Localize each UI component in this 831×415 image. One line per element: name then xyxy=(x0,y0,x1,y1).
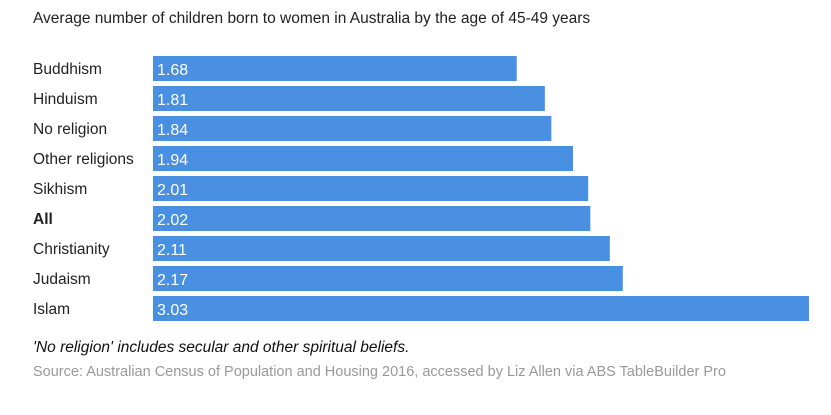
value-label: 2.01 xyxy=(157,182,188,199)
value-label: 1.68 xyxy=(157,62,188,79)
value-label: 3.03 xyxy=(157,302,188,319)
chart-title: Average number of children born to women… xyxy=(33,10,591,27)
category-label: Judaism xyxy=(33,271,91,288)
category-label: Islam xyxy=(33,301,70,318)
category-label: Sikhism xyxy=(33,181,87,198)
bar xyxy=(153,206,591,231)
chart-note: 'No religion' includes secular and other… xyxy=(33,339,410,356)
category-label: Christianity xyxy=(33,241,110,258)
value-label: 1.84 xyxy=(157,122,188,139)
category-label: Hinduism xyxy=(33,91,98,108)
value-label: 2.02 xyxy=(157,212,188,229)
bar xyxy=(153,266,623,291)
chart-source: Source: Australian Census of Population … xyxy=(33,364,726,380)
category-label: No religion xyxy=(33,121,107,138)
bar xyxy=(153,116,552,141)
value-label: 2.17 xyxy=(157,272,188,289)
category-label: Other religions xyxy=(33,151,134,168)
value-label: 1.94 xyxy=(157,152,188,169)
bar xyxy=(153,146,574,171)
category-label: Buddhism xyxy=(33,61,102,78)
bar xyxy=(153,86,545,111)
bar xyxy=(153,56,517,81)
bar xyxy=(153,296,809,321)
bar xyxy=(153,176,589,201)
category-label: All xyxy=(33,211,53,228)
value-label: 1.81 xyxy=(157,92,188,109)
bar xyxy=(153,236,610,261)
value-label: 2.11 xyxy=(157,242,187,259)
